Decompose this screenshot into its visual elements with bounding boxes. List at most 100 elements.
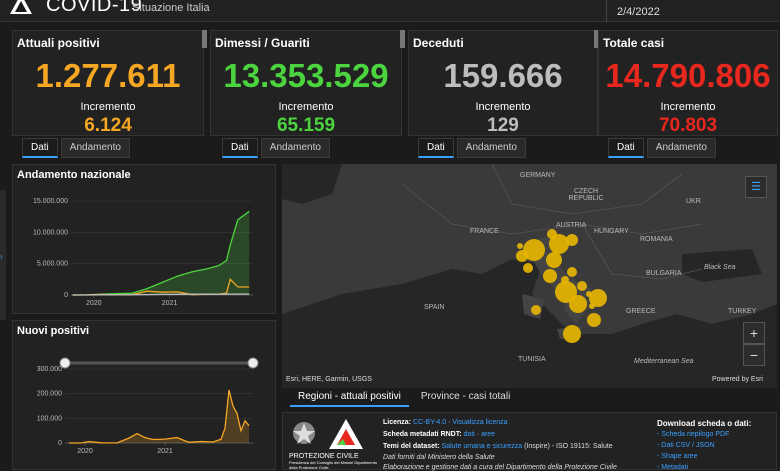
map-label-black-sea: Black Sea: [704, 264, 736, 271]
y-tick-label: 0: [64, 292, 68, 299]
protezione-civile-emblem-icon: [329, 419, 363, 449]
tab-dati[interactable]: Dati: [418, 138, 454, 158]
download-csv-link[interactable]: - Dati CSV / JSON: [657, 442, 715, 449]
visualizza-licenza-link[interactable]: Visualizza licenza: [452, 419, 508, 426]
protezione-civile-label: PROTEZIONE CIVILE Presidenza del Consigl…: [289, 453, 379, 470]
kpi-increment-value: 65.159: [276, 115, 336, 136]
bubble-sicilia: [563, 325, 581, 343]
kpi-value: 159.666: [443, 57, 563, 94]
tab-dati[interactable]: Dati: [608, 138, 644, 158]
bubble-liguria: [523, 263, 533, 273]
italian-emblem-icon: [293, 422, 315, 444]
map-label-ukr: UKR: [686, 198, 701, 205]
footer-info: PROTEZIONE CIVILE Presidenza del Consigl…: [282, 412, 777, 471]
tab-regioni[interactable]: Regioni - attuali positivi: [290, 388, 409, 407]
x-tick-label: 2021: [162, 300, 178, 307]
map-tabs: Regioni - attuali positivi Province - ca…: [290, 388, 522, 407]
zoom-out-button[interactable]: −: [743, 344, 765, 366]
kpi-increment-label: Incremento: [475, 101, 531, 113]
zoom-in-button[interactable]: +: [743, 322, 765, 344]
y-tick-label: 5.000.000: [37, 261, 68, 268]
scheda-label: Scheda metadati RNDT:: [383, 431, 462, 438]
kpi-scrollbar[interactable]: [594, 30, 599, 48]
bubble-basilicata: [589, 303, 595, 309]
map-label-czech: CZECH REPUBLIC: [568, 188, 604, 202]
map-view[interactable]: GERMANY CZECH REPUBLIC AUSTRIA FRANCE HU…: [282, 164, 777, 388]
kpi-title: Attuali positivi: [17, 36, 100, 50]
map-label-turkey: TURKEY: [728, 308, 757, 315]
bubble-abruzzo: [577, 281, 587, 291]
kpi-value: 1.277.611: [35, 57, 181, 94]
temi-label: Temi del dataset:: [383, 443, 440, 450]
kpi-tabs-4: Dati Andamento: [608, 138, 719, 158]
y-tick-label: 15.000.000: [33, 198, 68, 205]
kpi-scrollbar[interactable]: [202, 30, 207, 48]
range-handle-start[interactable]: [59, 357, 71, 369]
kpi-attuali-positivi: Attuali positivi 1.277.611 Incremento 6.…: [12, 30, 204, 136]
kpi-deceduti: Deceduti 159.666 Incremento 129: [408, 30, 598, 136]
y-tick-label: 10.000.000: [33, 229, 68, 236]
kpi-increment-value: 6.124: [84, 115, 132, 136]
scroll-arrow-icon[interactable]: ›: [0, 252, 3, 261]
bubble-trentino: [547, 229, 557, 239]
download-pdf-link[interactable]: - Scheda riepilogo PDF: [657, 431, 730, 438]
map-powered-by[interactable]: Powered by Esri: [712, 376, 763, 383]
kpi-totale-casi: Totale casi 14.790.806 Incremento 70.803: [598, 30, 778, 136]
download-shape-link[interactable]: - Shape aree: [657, 453, 698, 460]
app-title: COVID-19: [46, 0, 143, 16]
bubble-friuli: [566, 234, 578, 246]
kpi-value: 13.353.529: [223, 57, 389, 94]
chart-nuovi-svg: 0 100.000 200.000 300.000 2020 2021: [37, 357, 259, 455]
top-bar: COVID-19 Situazione Italia 2/4/2022: [0, 0, 780, 22]
chart-title: Nuovi positivi: [17, 325, 90, 337]
bubble-campania: [569, 295, 587, 313]
y-tick-label: 200.000: [37, 391, 62, 398]
bubble-puglia: [589, 289, 607, 307]
kpi-increment-label: Incremento: [660, 101, 716, 113]
download-metadati-link[interactable]: - Metadati: [657, 464, 689, 471]
map-label-germany: GERMANY: [520, 172, 556, 179]
map-bubbles: [516, 229, 607, 343]
pc-subtitle: Presidenza del Consiglio dei Ministri Di…: [289, 460, 378, 470]
range-handle-end[interactable]: [247, 357, 259, 369]
map-legend-icon[interactable]: ☰: [745, 176, 767, 198]
kpi-increment-value: 129: [487, 115, 519, 136]
scheda-line: Scheda metadati RNDT: dati · aree: [383, 431, 496, 438]
licenza-link[interactable]: CC-BY-4.0: [412, 419, 447, 426]
chart-andamento-nazionale: Andamento nazionale 0 5.000.000 10.000.000…: [12, 164, 276, 314]
kpi-title: Totale casi: [603, 36, 665, 50]
series-line: [72, 293, 250, 296]
y-tick-label: 0: [58, 440, 62, 447]
map-label-tunisia: TUNISIA: [518, 356, 546, 363]
kpi-increment-label: Incremento: [80, 101, 136, 113]
download-title: Download scheda o dati:: [657, 419, 752, 428]
tab-dati[interactable]: Dati: [22, 138, 58, 158]
tab-andamento[interactable]: Andamento: [646, 138, 716, 158]
tab-dati[interactable]: Dati: [222, 138, 258, 158]
tab-andamento[interactable]: Andamento: [60, 138, 130, 158]
scheda-dati-link[interactable]: dati: [463, 431, 475, 438]
scheda-aree-link[interactable]: aree: [481, 431, 496, 438]
kpi-tabs-1: Dati Andamento: [22, 138, 133, 158]
tab-andamento[interactable]: Andamento: [456, 138, 526, 158]
kpi-scrollbar[interactable]: [400, 30, 405, 48]
left-scrollbar[interactable]: ›: [0, 190, 6, 320]
map-basemap: [282, 164, 777, 388]
temi-line: Temi del dataset: Salute umana e sicurez…: [383, 443, 613, 450]
tab-andamento[interactable]: Andamento: [260, 138, 330, 158]
kpi-title: Dimessi / Guariti: [215, 36, 310, 50]
bubble-aosta: [517, 243, 523, 249]
kpi-tabs-2: Dati Andamento: [222, 138, 333, 158]
elab-line: Elaborazione e gestione dati a cura del …: [383, 464, 617, 471]
date-box: 2/4/2022: [606, 0, 776, 22]
temi-rest: (Inspire) - ISO 19115: Salute: [524, 443, 613, 450]
map-label-france: FRANCE: [470, 228, 499, 235]
bubble-marche: [567, 267, 577, 277]
bubble-emilia: [546, 252, 562, 268]
tab-province[interactable]: Province - casi totali: [420, 391, 511, 402]
temi-link[interactable]: Salute umana e sicurezza: [441, 443, 523, 450]
kpi-dimessi-guariti: Dimessi / Guariti 13.353.529 Incremento …: [210, 30, 402, 136]
bubble-lombardia: [523, 239, 545, 261]
x-tick-label: 2020: [86, 300, 102, 307]
bubble-lazio: [555, 281, 577, 303]
